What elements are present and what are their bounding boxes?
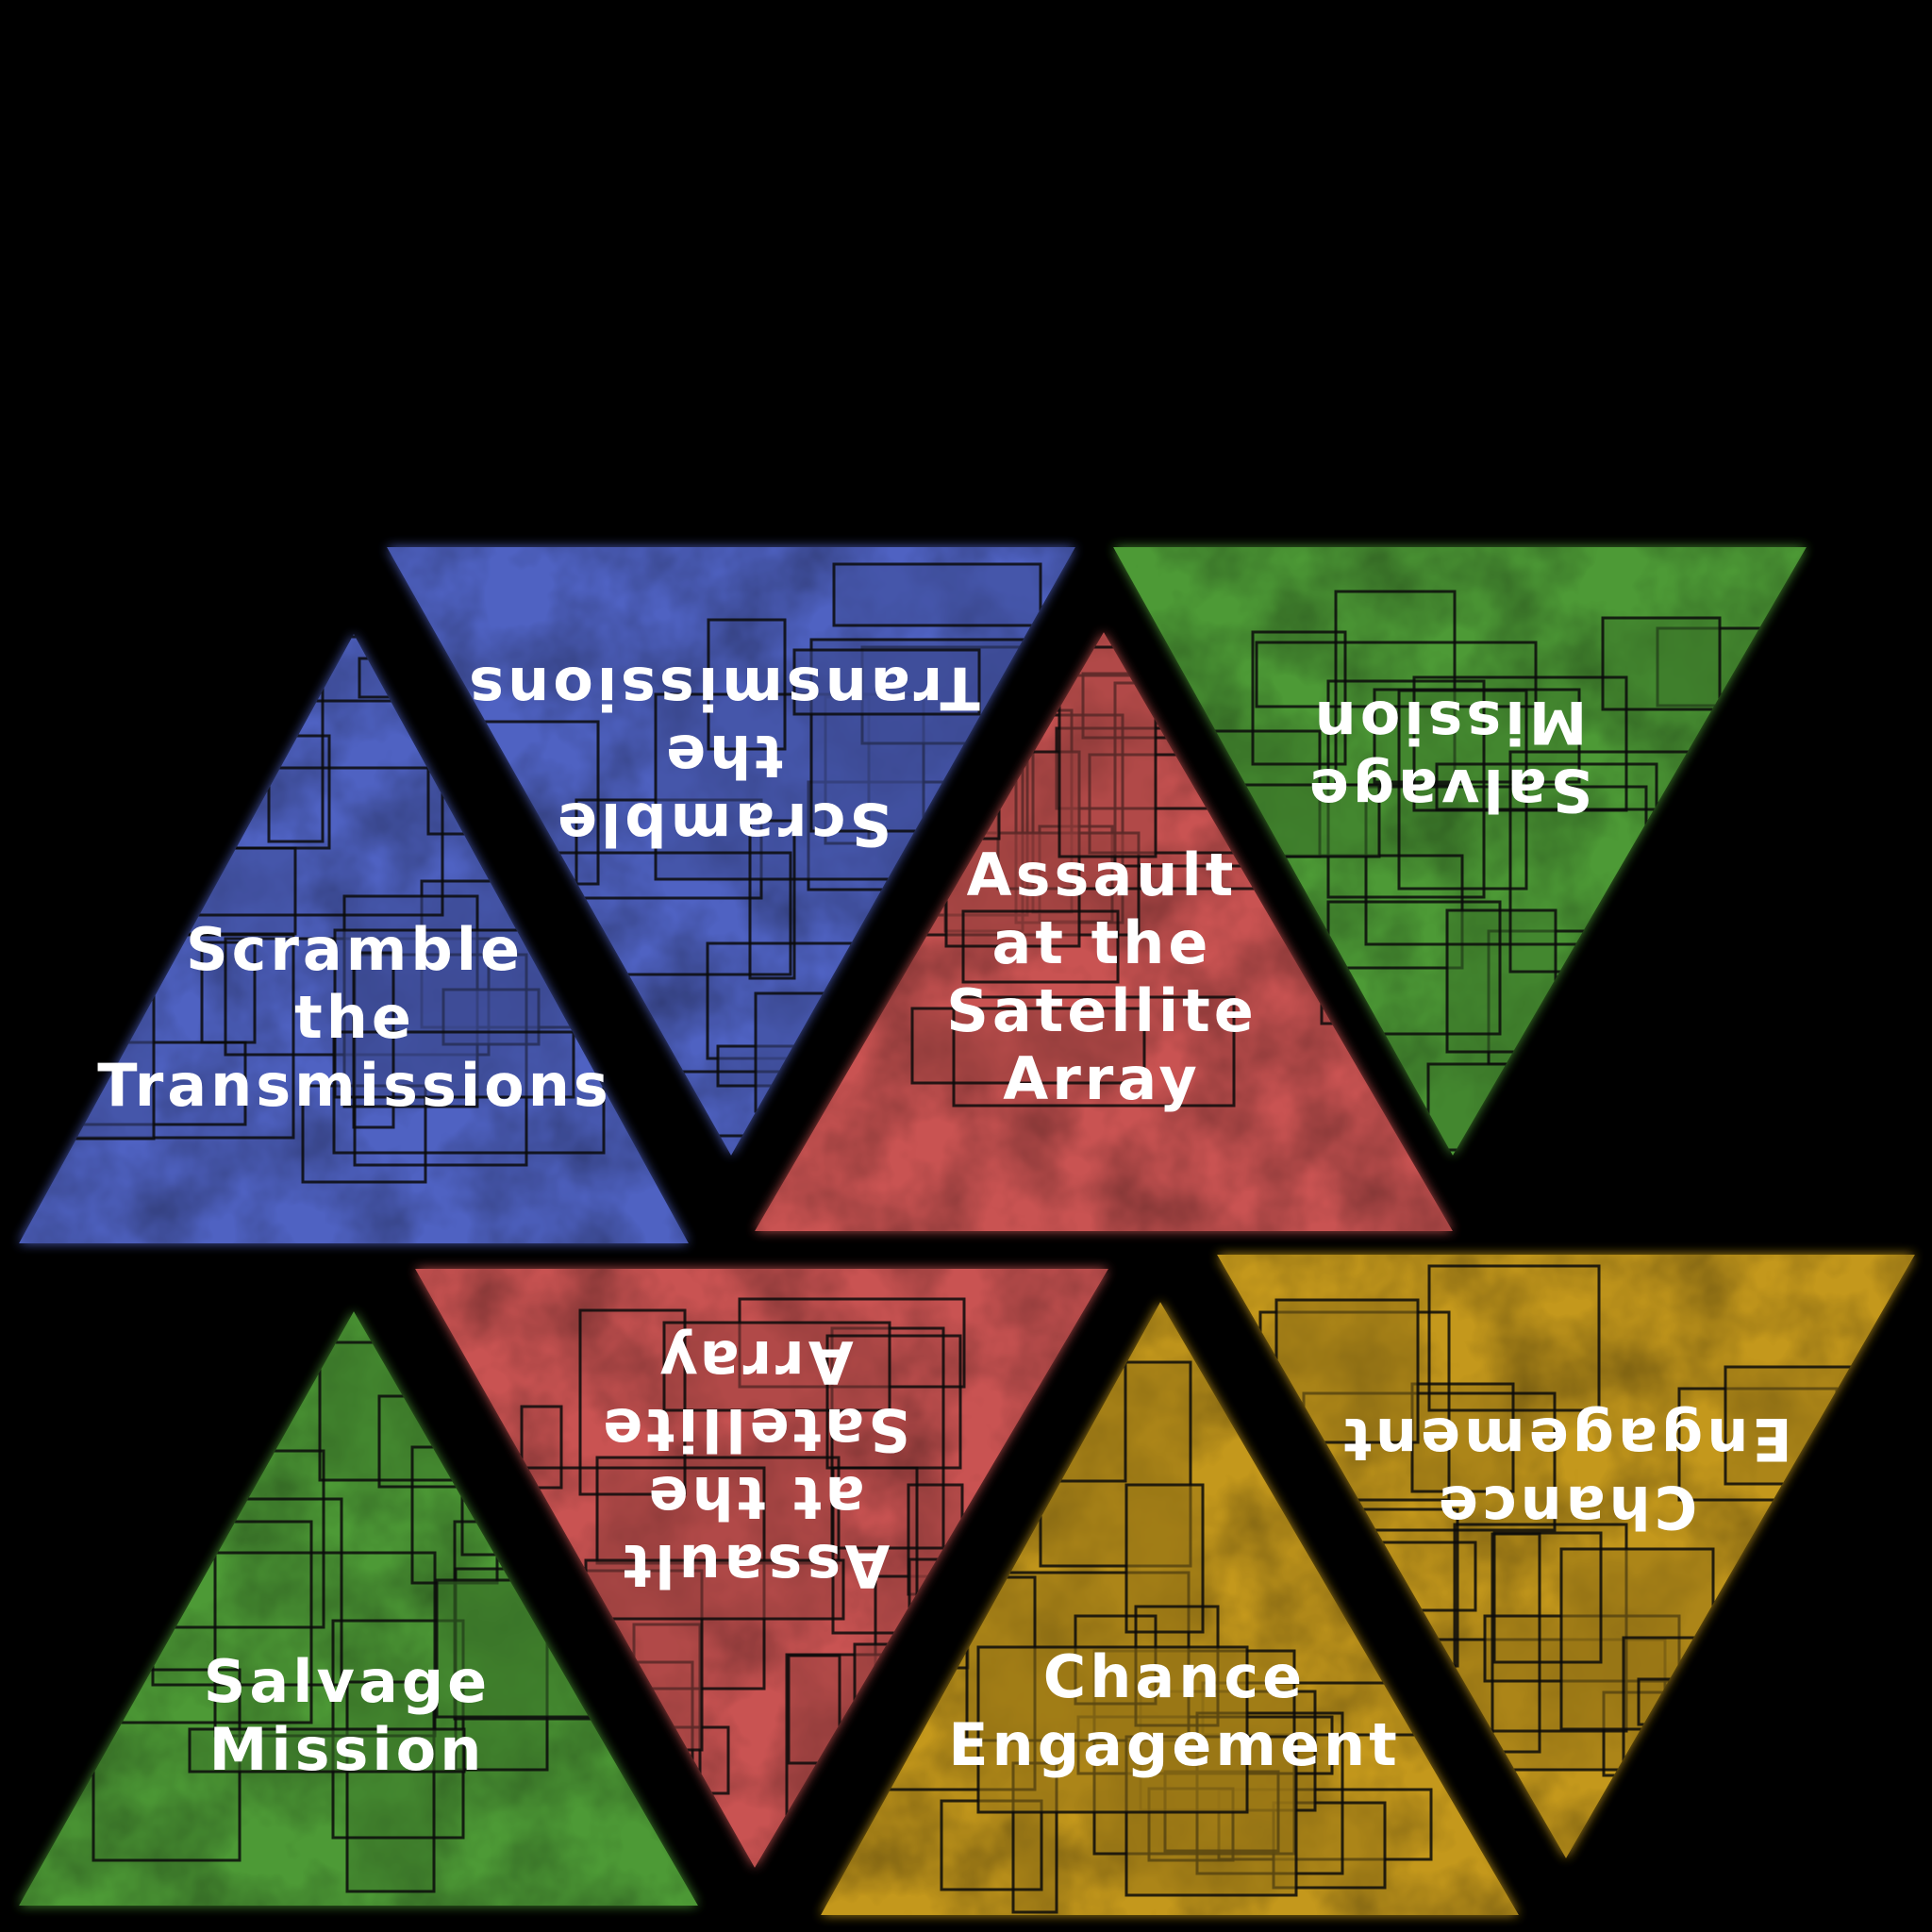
tile-title-line: Chance xyxy=(1043,1642,1306,1711)
tile-title-line: Satellite xyxy=(599,1395,910,1464)
tile-title-line: Chance xyxy=(1435,1473,1697,1541)
tile-title-line: Satellite xyxy=(946,976,1257,1045)
tile-title-line: Salvage xyxy=(204,1647,491,1716)
tile-title-line: Transmissions xyxy=(465,654,980,723)
tile-title-line: Array xyxy=(656,1327,853,1396)
tile-title-line: Array xyxy=(1003,1044,1200,1113)
tile-title-line: Engagement xyxy=(1340,1405,1792,1474)
tile-title: ScrambletheTransmissions xyxy=(465,654,980,858)
tile-title: ChanceEngagement xyxy=(1340,1405,1792,1541)
tile-title-line: Engagement xyxy=(948,1710,1401,1779)
tile-title-line: at the xyxy=(645,1463,865,1532)
tile-title-line: Mission xyxy=(209,1715,486,1784)
tile-title-line: Mission xyxy=(1311,688,1588,757)
tile-title-line: Scramble xyxy=(554,790,891,858)
tile-title-line: Assault xyxy=(620,1531,891,1600)
tile-title-line: Scramble xyxy=(186,915,524,984)
tile-title: Assaultat theSatelliteArray xyxy=(599,1327,910,1600)
tile-title-line: Assault xyxy=(967,841,1238,909)
tile-title-line: at the xyxy=(992,908,1212,977)
tile-title-line: Salvage xyxy=(1306,756,1592,824)
tile-title: SalvageMission xyxy=(1306,688,1592,824)
tile-title-line: the xyxy=(662,722,783,791)
tile-title-line: the xyxy=(294,983,415,1052)
tile-title-line: Transmissions xyxy=(97,1051,612,1120)
